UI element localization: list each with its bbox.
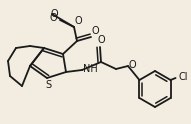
Text: S: S xyxy=(45,80,51,90)
Text: O: O xyxy=(129,60,137,70)
Text: O: O xyxy=(49,13,57,23)
Text: O: O xyxy=(50,9,58,19)
Text: O: O xyxy=(92,26,100,36)
Text: NH: NH xyxy=(83,64,98,74)
Text: O: O xyxy=(75,16,83,26)
Text: Cl: Cl xyxy=(179,72,188,82)
Text: O: O xyxy=(97,35,105,45)
